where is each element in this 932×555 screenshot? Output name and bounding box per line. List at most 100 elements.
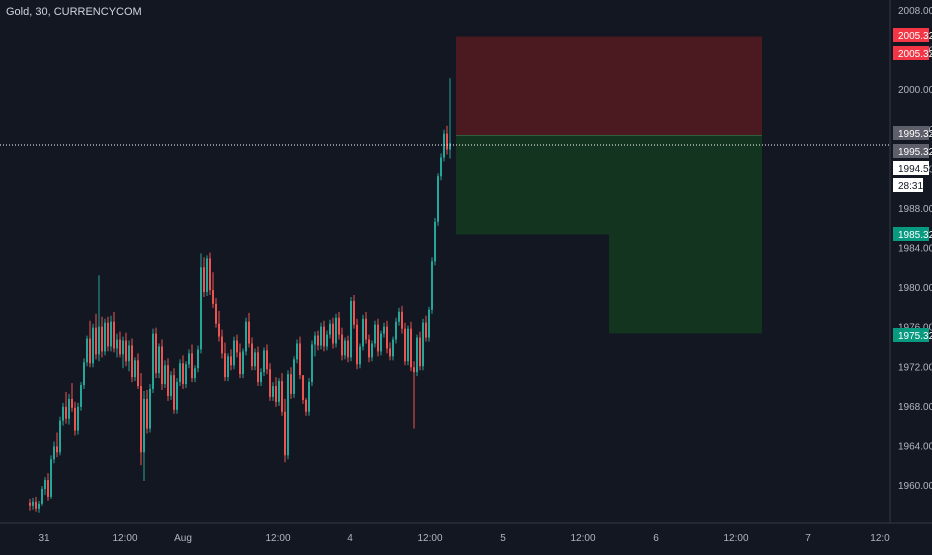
candle bbox=[398, 307, 400, 326]
candle bbox=[269, 363, 271, 401]
candle-body bbox=[323, 326, 325, 347]
candle bbox=[383, 322, 385, 338]
candle-body bbox=[161, 346, 163, 385]
candle bbox=[206, 255, 208, 296]
candle bbox=[431, 257, 433, 314]
price-tick-label: 1972.00 bbox=[898, 362, 932, 373]
candle bbox=[146, 390, 148, 434]
candle bbox=[68, 393, 70, 425]
stop-loss-price-badge-2: 2005.32 bbox=[893, 46, 932, 60]
take-profit-zone-2[interactable] bbox=[609, 135, 762, 334]
candle bbox=[428, 306, 430, 342]
take-profit-zone-1[interactable] bbox=[456, 135, 609, 235]
candle-body bbox=[173, 375, 175, 410]
candle bbox=[416, 334, 418, 377]
candle bbox=[62, 402, 64, 426]
candle bbox=[122, 336, 124, 369]
candle bbox=[110, 315, 112, 352]
take-profit-2-badge: 1975.32 bbox=[893, 328, 932, 342]
candle bbox=[179, 359, 181, 387]
candle-body bbox=[179, 363, 181, 383]
candle bbox=[374, 320, 376, 348]
candle bbox=[254, 348, 256, 371]
candle-body bbox=[296, 343, 298, 360]
candle bbox=[281, 373, 283, 416]
candle bbox=[89, 320, 91, 368]
price-tick-label: 1964.00 bbox=[898, 441, 932, 452]
candle-body bbox=[101, 326, 103, 352]
candle bbox=[158, 343, 160, 379]
candle-body bbox=[371, 343, 373, 358]
candle-body bbox=[449, 143, 451, 150]
candle-body bbox=[182, 363, 184, 385]
current-price-badge-bg bbox=[893, 161, 929, 175]
candle-body bbox=[329, 323, 331, 335]
candle-body bbox=[272, 386, 274, 397]
candle bbox=[341, 327, 343, 361]
candle-body bbox=[263, 350, 265, 373]
candle bbox=[401, 305, 403, 334]
candle-body bbox=[104, 322, 106, 352]
price-tick-label: 2000.00 bbox=[898, 85, 932, 96]
candle bbox=[98, 275, 100, 362]
candle bbox=[188, 349, 190, 369]
candle bbox=[278, 378, 280, 406]
candle-body bbox=[269, 369, 271, 397]
candle bbox=[308, 378, 310, 416]
candle-body bbox=[434, 221, 436, 262]
entry-price-badge-bg bbox=[893, 126, 929, 140]
candle-body bbox=[260, 372, 262, 383]
candle bbox=[326, 330, 328, 351]
candle-body bbox=[80, 385, 82, 407]
candle bbox=[323, 320, 325, 352]
candle bbox=[356, 318, 358, 370]
candle bbox=[446, 125, 448, 155]
candle bbox=[305, 397, 307, 416]
stop-loss-zone[interactable] bbox=[456, 36, 762, 136]
candle bbox=[29, 498, 31, 511]
countdown-badge-text: 28:31 bbox=[898, 181, 923, 192]
candle-body bbox=[338, 317, 340, 335]
candle-body bbox=[131, 345, 133, 378]
candle-body bbox=[410, 328, 412, 368]
candle-body bbox=[68, 398, 70, 419]
candle bbox=[32, 497, 34, 510]
candle-body bbox=[386, 326, 388, 349]
candle-body bbox=[164, 365, 166, 385]
candle bbox=[143, 390, 145, 482]
candle bbox=[125, 332, 127, 367]
candle-body bbox=[287, 374, 289, 456]
candle-body bbox=[254, 352, 256, 367]
candle-body bbox=[44, 480, 46, 489]
candle bbox=[221, 329, 223, 359]
candle-body bbox=[230, 356, 232, 366]
candle-body bbox=[62, 406, 64, 421]
candle bbox=[299, 336, 301, 380]
candle bbox=[65, 391, 67, 424]
candle bbox=[233, 336, 235, 370]
candle bbox=[197, 345, 199, 373]
candle-body bbox=[311, 344, 313, 383]
candle bbox=[344, 337, 346, 360]
candle bbox=[407, 325, 409, 366]
candle bbox=[311, 340, 313, 387]
candle-body bbox=[218, 323, 220, 337]
candle-body bbox=[320, 326, 322, 346]
price-tick-label: 2008.00 bbox=[898, 6, 932, 17]
candle-body bbox=[89, 338, 91, 364]
time-tick-label: 4 bbox=[347, 533, 353, 544]
take-profit-2-badge-bg bbox=[893, 328, 929, 342]
candle-body bbox=[137, 360, 139, 387]
candle bbox=[293, 356, 295, 398]
time-axis[interactable]: 31 12:00 Aug 12:00 4 12:00 5 12:00 6 12:00 7 12:0 bbox=[0, 522, 932, 544]
price-axis[interactable]: 2008.002004.002000.001996.001992.001988.… bbox=[889, 0, 932, 523]
candle-body bbox=[167, 365, 169, 396]
candle-body bbox=[446, 133, 448, 150]
candle bbox=[329, 319, 331, 339]
candle bbox=[95, 313, 97, 360]
candle bbox=[434, 217, 436, 266]
candle-body bbox=[155, 333, 157, 374]
candle-body bbox=[248, 321, 250, 344]
